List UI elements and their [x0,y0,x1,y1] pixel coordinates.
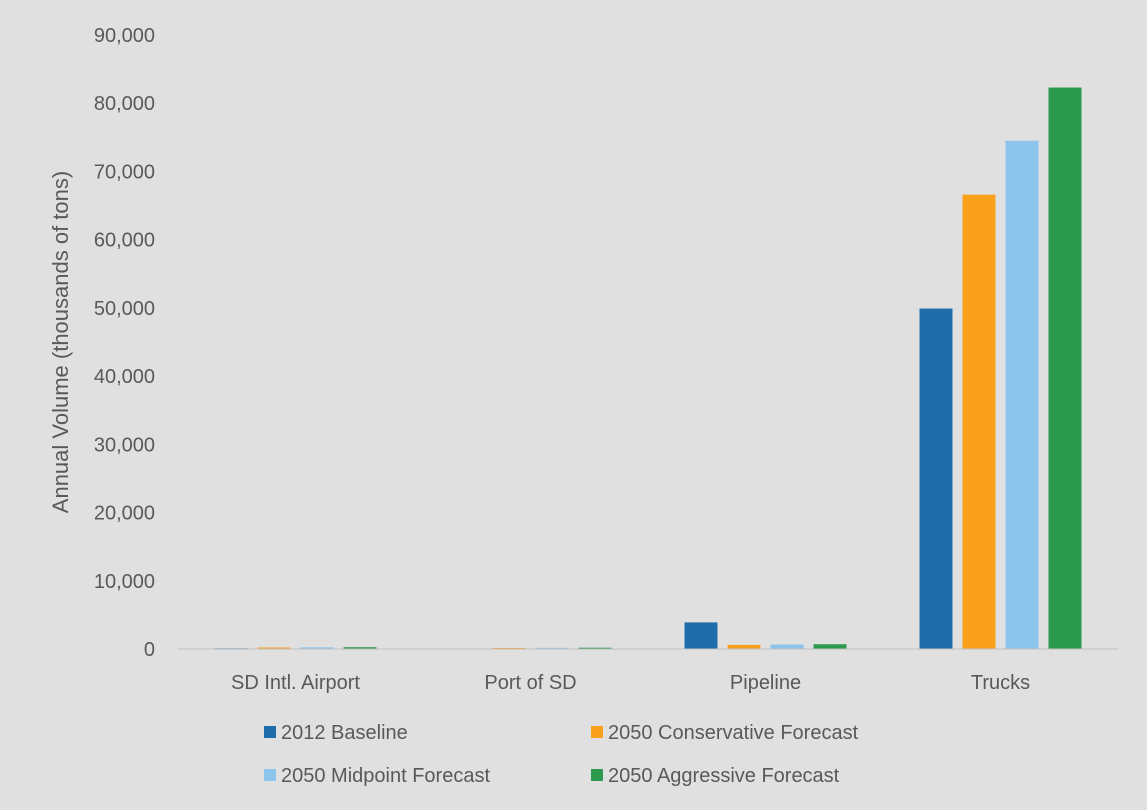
legend-label: 2012 Baseline [281,722,408,744]
legend-swatch [264,726,276,738]
x-tick-label: Trucks [971,672,1030,694]
bar [343,647,377,649]
y-tick-label: 40,000 [94,366,155,388]
bar [813,644,847,649]
y-tick-label: 70,000 [94,161,155,183]
y-tick-label: 50,000 [94,298,155,320]
y-tick-label: 90,000 [94,25,155,47]
legend-item: 2050 Aggressive Forecast [591,765,840,787]
legend-label: 2050 Conservative Forecast [608,722,859,744]
legend-label: 2050 Aggressive Forecast [608,765,840,787]
plot-area [214,87,1082,649]
legend-swatch [264,769,276,781]
y-tick-label: 20,000 [94,503,155,525]
y-axis: 0 10,000 20,000 30,000 40,000 50,000 60,000 70,… [94,25,155,661]
x-tick-label: SD Intl. Airport [231,672,360,694]
bar [578,647,612,649]
x-tick-label: Port of SD [484,672,576,694]
y-axis-title: Annual Volume (thousands of tons) [48,171,73,513]
bar [1048,87,1082,649]
bar [727,644,761,649]
legend-item: 2050 Conservative Forecast [591,722,859,744]
legend-label: 2050 Midpoint Forecast [281,765,490,787]
legend: 2012 Baseline 2050 Conservative Forecast 2… [264,722,859,787]
y-tick-label: 10,000 [94,571,155,593]
bar [962,194,996,649]
legend-swatch [591,769,603,781]
x-axis: SD Intl. Airport Port of SD Pipeline Trucks [231,672,1030,694]
y-tick-label: 0 [144,639,155,661]
y-tick-label: 60,000 [94,230,155,252]
x-tick-label: Pipeline [730,672,801,694]
legend-item: 2012 Baseline [264,722,408,744]
bar [1005,140,1039,649]
legend-swatch [591,726,603,738]
bar [492,647,526,649]
y-tick-label: 80,000 [94,93,155,115]
bar [919,308,953,649]
bar [300,647,334,649]
legend-item: 2050 Midpoint Forecast [264,765,490,787]
bar [684,622,718,649]
bar [535,647,569,649]
bar [770,644,804,649]
y-tick-label: 30,000 [94,434,155,456]
bar [257,647,291,649]
